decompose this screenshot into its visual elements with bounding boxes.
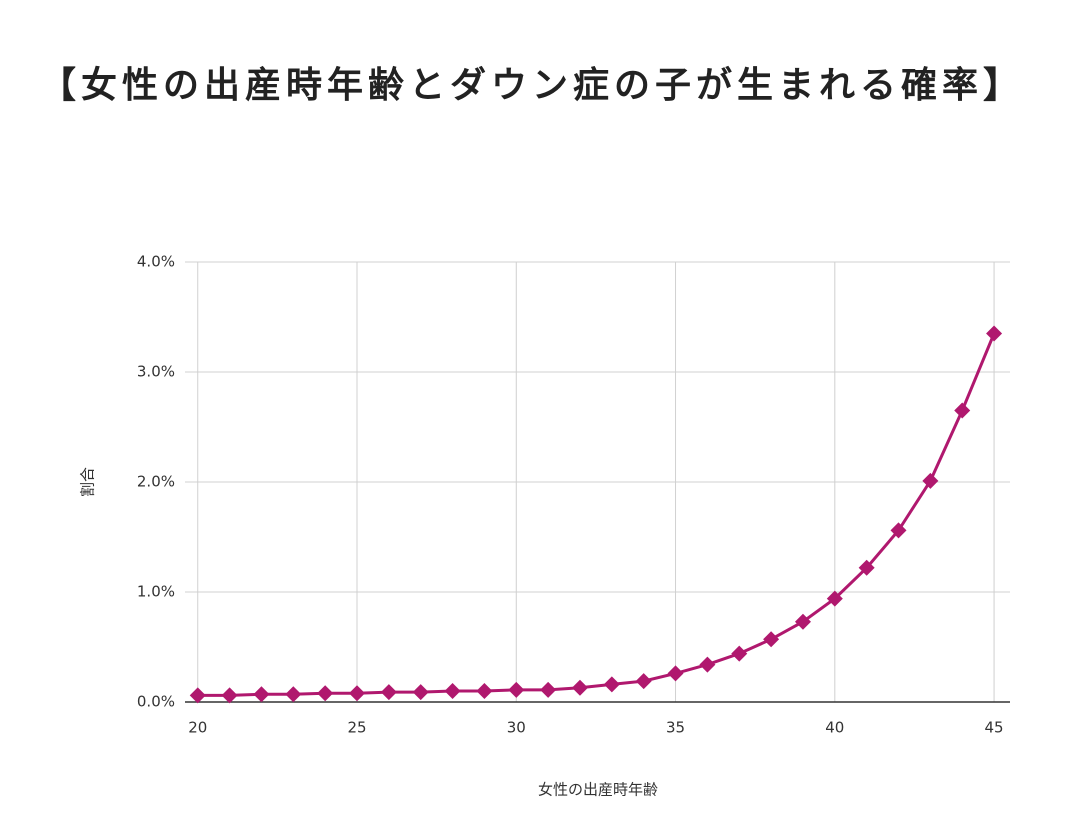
y-axis-label: 割合	[79, 467, 97, 497]
data-point	[890, 522, 907, 539]
data-point	[571, 679, 588, 696]
y-tick-label: 4.0%	[137, 253, 175, 271]
data-point	[826, 590, 843, 607]
x-tick-label: 40	[825, 719, 844, 737]
data-point	[858, 559, 875, 576]
data-point	[189, 687, 206, 704]
data-point	[667, 665, 684, 682]
y-tick-label: 0.0%	[137, 693, 175, 711]
data-point	[508, 681, 525, 698]
data-point	[635, 673, 652, 690]
data-point	[317, 685, 334, 702]
y-tick-label: 2.0%	[137, 473, 175, 491]
data-point	[412, 684, 429, 701]
data-point	[444, 683, 461, 699]
data-line	[197, 332, 996, 697]
data-point	[699, 656, 716, 673]
x-axis-label: 女性の出産時年齢	[538, 781, 658, 799]
data-point	[922, 472, 939, 489]
data-point	[349, 685, 366, 702]
data-point	[476, 683, 493, 699]
data-point	[794, 613, 811, 630]
data-point	[285, 686, 302, 703]
data-point	[380, 684, 397, 701]
x-tick-label: 35	[666, 719, 685, 737]
data-point	[253, 686, 270, 703]
chart-title: 【女性の出産時年齢とダウン症の子が生まれる確率】	[40, 65, 1025, 106]
x-tick-label: 30	[507, 719, 526, 737]
data-point	[731, 645, 748, 662]
y-tick-label: 1.0%	[137, 583, 175, 601]
y-tick-label: 3.0%	[137, 363, 175, 381]
x-tick-label: 45	[985, 719, 1004, 737]
data-point	[540, 681, 557, 698]
data-point	[763, 631, 780, 648]
x-tick-label: 20	[188, 719, 207, 737]
data-point	[986, 325, 1003, 342]
data-point	[954, 402, 971, 419]
data-point	[221, 687, 238, 704]
data-point	[603, 676, 620, 693]
x-tick-label: 25	[347, 719, 366, 737]
